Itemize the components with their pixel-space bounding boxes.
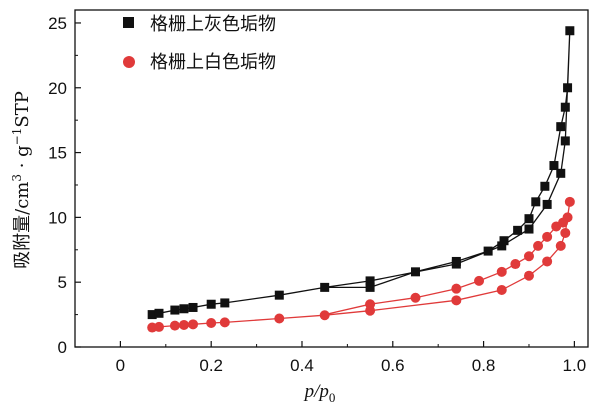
y-axis-label-main: 吸附量/cm xyxy=(12,182,33,269)
data-point-gray xyxy=(220,298,230,308)
y-axis-label: 吸附量/cm3 · g−1STP xyxy=(10,91,33,269)
data-point-white xyxy=(474,275,485,286)
series-line-1 xyxy=(152,201,571,329)
data-point-white xyxy=(188,319,199,330)
data-point-gray xyxy=(531,197,541,207)
data-point-white xyxy=(560,227,571,238)
data-point-white xyxy=(451,295,462,306)
data-point-white xyxy=(551,221,562,232)
y-tick-label: 0 xyxy=(58,338,67,357)
data-point-white xyxy=(542,256,553,267)
data-point-white xyxy=(153,321,164,332)
data-point-gray xyxy=(549,161,559,171)
data-point-white xyxy=(219,317,230,328)
legend-label-gray: 格栅上灰色垢物 xyxy=(150,14,276,35)
data-point-gray xyxy=(483,246,493,256)
y-tick-label: 25 xyxy=(48,14,67,33)
data-point-gray xyxy=(410,267,420,277)
data-point-white xyxy=(496,266,507,277)
data-point-white xyxy=(523,251,534,262)
data-point-gray xyxy=(556,122,566,132)
series-layer xyxy=(147,26,575,333)
data-point-gray xyxy=(524,224,534,234)
legend-marker-gray xyxy=(123,17,134,28)
data-point-white xyxy=(542,231,553,242)
legend-marker-white xyxy=(123,56,135,68)
data-point-gray xyxy=(188,302,198,312)
data-point-gray xyxy=(365,276,375,286)
data-point-white xyxy=(496,284,507,295)
data-point-gray xyxy=(320,282,330,292)
x-axis-ticks: 0 0.2 0.4 0.6 0.8 1.0 xyxy=(74,341,587,375)
data-point-gray xyxy=(524,214,534,224)
data-point-white xyxy=(169,320,180,331)
x-axis-label-main: p/p xyxy=(303,381,329,402)
data-point-white xyxy=(510,259,521,270)
y-tick-label: 20 xyxy=(48,79,67,98)
data-point-white xyxy=(451,283,462,294)
data-point-gray xyxy=(542,199,552,209)
y-axis-label-sup1: 3 xyxy=(10,174,24,182)
data-point-gray xyxy=(540,181,550,191)
y-tick-label: 5 xyxy=(58,273,67,292)
data-point-gray xyxy=(365,282,375,292)
x-tick-label: 0.8 xyxy=(472,356,496,375)
legend: 格栅上灰色垢物 格栅上白色垢物 xyxy=(123,14,276,73)
svg-text:p/p0: p/p0 xyxy=(303,381,336,405)
legend-label-white: 格栅上白色垢物 xyxy=(150,52,276,73)
x-tick-label: 0.2 xyxy=(199,356,223,375)
data-point-gray xyxy=(563,83,573,93)
x-axis-label: p/p0 xyxy=(303,381,336,405)
data-point-white xyxy=(206,318,217,329)
data-point-gray xyxy=(154,308,164,318)
x-tick-label: 0 xyxy=(116,356,125,375)
data-point-white xyxy=(564,196,575,207)
y-tick-label: 15 xyxy=(48,144,67,163)
data-point-white xyxy=(523,270,534,281)
data-point-gray xyxy=(513,225,523,235)
x-tick-label: 0.6 xyxy=(381,356,405,375)
data-point-gray xyxy=(556,168,566,178)
data-point-gray xyxy=(499,236,509,246)
data-point-gray xyxy=(560,136,570,146)
data-point-gray xyxy=(560,102,570,112)
data-point-white xyxy=(319,310,330,321)
data-point-gray xyxy=(170,305,180,315)
svg-text:吸附量/cm3 · g−1STP: 吸附量/cm3 · g−1STP xyxy=(10,91,33,269)
data-point-gray xyxy=(206,299,216,309)
data-point-white xyxy=(178,319,189,330)
data-point-white xyxy=(410,292,421,303)
data-point-gray xyxy=(497,241,507,251)
x-axis-label-sub: 0 xyxy=(329,390,336,405)
y-axis-label-end: STP xyxy=(12,91,33,127)
data-point-white xyxy=(365,299,376,310)
y-tick-label: 10 xyxy=(48,208,67,227)
data-point-white xyxy=(533,240,544,251)
data-point-white xyxy=(555,240,566,251)
data-point-gray xyxy=(179,304,189,314)
data-point-gray xyxy=(565,26,575,36)
data-point-gray xyxy=(147,310,157,320)
y-axis-ticks: 0 5 10 15 20 25 xyxy=(48,14,81,357)
data-point-gray xyxy=(451,256,461,266)
x-tick-label: 1.0 xyxy=(563,356,587,375)
y-axis-label-sup2: −1 xyxy=(10,128,24,146)
x-tick-label: 0.4 xyxy=(290,356,314,375)
y-axis-label-mid: · g xyxy=(12,145,33,174)
data-point-gray xyxy=(274,290,284,300)
plot-border xyxy=(74,9,589,348)
series-line-0 xyxy=(152,30,571,316)
plot-frame xyxy=(74,9,589,348)
data-point-white xyxy=(274,313,285,324)
